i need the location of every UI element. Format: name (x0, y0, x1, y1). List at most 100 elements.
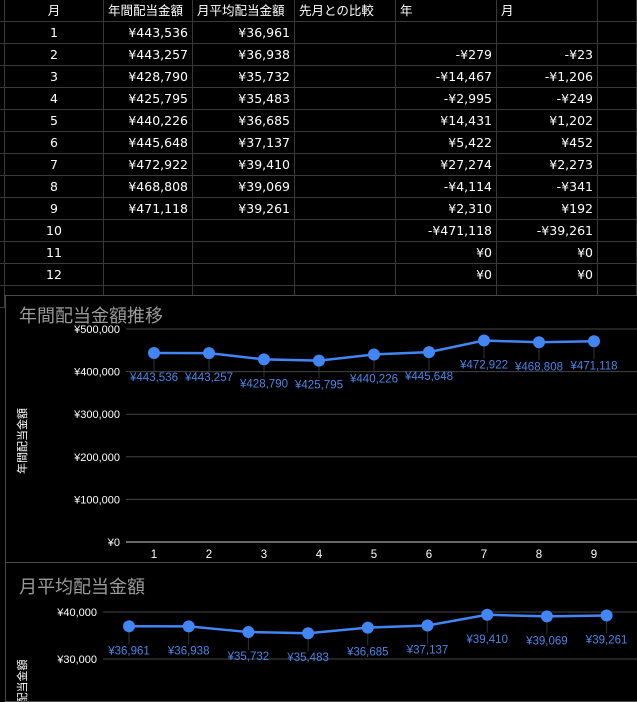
table-cell[interactable]: ¥36,938 (193, 44, 295, 66)
table-cell[interactable]: ¥0 (396, 264, 497, 286)
table-cell[interactable]: ¥27,274 (396, 154, 497, 176)
table-cell[interactable]: -¥1,206 (497, 66, 598, 88)
table-cell[interactable] (295, 154, 396, 176)
empty-cell[interactable] (598, 176, 637, 198)
table-cell[interactable]: -¥4,114 (396, 176, 497, 198)
table-cell[interactable] (295, 198, 396, 220)
table-cell[interactable]: ¥428,790 (104, 66, 193, 88)
table-cell[interactable]: 8 (5, 176, 104, 198)
table-cell[interactable] (295, 88, 396, 110)
header-cell[interactable]: 月 (497, 0, 598, 22)
table-cell[interactable] (104, 264, 193, 286)
table-cell[interactable]: -¥279 (396, 44, 497, 66)
y-tick-label: ¥300,000 (73, 409, 120, 421)
header-cell[interactable]: 年 (396, 0, 497, 22)
table-cell[interactable]: 10 (5, 220, 104, 242)
table-cell[interactable]: 3 (5, 66, 104, 88)
table-cell[interactable] (193, 242, 295, 264)
table-cell[interactable]: ¥452 (497, 132, 598, 154)
table-cell[interactable]: ¥0 (497, 242, 598, 264)
table-cell[interactable]: ¥14,431 (396, 110, 497, 132)
table-cell[interactable]: ¥443,536 (104, 22, 193, 44)
header-cell[interactable]: 年間配当金額 (104, 0, 193, 22)
table-cell[interactable]: ¥192 (497, 198, 598, 220)
table-cell[interactable]: 11 (5, 242, 104, 264)
table-cell[interactable]: 9 (5, 198, 104, 220)
data-point (362, 622, 374, 634)
table-cell[interactable]: ¥36,685 (193, 110, 295, 132)
table-cell[interactable]: 1 (5, 22, 104, 44)
table-cell[interactable]: ¥443,257 (104, 44, 193, 66)
table-cell[interactable]: -¥23 (497, 44, 598, 66)
table-cell[interactable]: 5 (5, 110, 104, 132)
table-cell[interactable]: ¥39,069 (193, 176, 295, 198)
table-cell[interactable]: ¥39,261 (193, 198, 295, 220)
table-cell[interactable]: -¥14,467 (396, 66, 497, 88)
data-label: ¥35,483 (286, 652, 329, 664)
table-cell[interactable]: -¥39,261 (497, 220, 598, 242)
table-cell[interactable]: 12 (5, 264, 104, 286)
table-cell[interactable]: 4 (5, 88, 104, 110)
empty-cell[interactable] (598, 88, 637, 110)
table-cell[interactable]: ¥35,732 (193, 66, 295, 88)
header-cell[interactable]: 月平均配当金額 (193, 0, 295, 22)
table-cell[interactable]: ¥0 (497, 264, 598, 286)
x-tick-label: 9 (591, 549, 597, 561)
table-cell[interactable] (193, 220, 295, 242)
table-cell[interactable]: -¥2,995 (396, 88, 497, 110)
header-cell[interactable]: 先月との比較 (295, 0, 396, 22)
table-cell[interactable] (396, 22, 497, 44)
table-cell[interactable]: 7 (5, 154, 104, 176)
empty-cell[interactable] (598, 198, 637, 220)
table-cell[interactable]: ¥39,410 (193, 154, 295, 176)
table-cell[interactable]: ¥5,422 (396, 132, 497, 154)
table-cell[interactable]: ¥35,483 (193, 88, 295, 110)
table-cell[interactable] (295, 44, 396, 66)
empty-cell[interactable] (598, 242, 637, 264)
table-cell[interactable] (295, 242, 396, 264)
table-cell[interactable] (295, 220, 396, 242)
table-cell[interactable]: -¥471,118 (396, 220, 497, 242)
table-cell[interactable]: 2 (5, 44, 104, 66)
table-cell[interactable]: ¥2,273 (497, 154, 598, 176)
table-cell[interactable]: -¥341 (497, 176, 598, 198)
empty-cell[interactable] (598, 22, 637, 44)
annual-dividend-chart[interactable]: 年間配当金額推移 ¥0¥100,000¥200,000¥300,000¥400,… (5, 295, 637, 563)
table-cell[interactable]: ¥425,795 (104, 88, 193, 110)
table-cell[interactable]: ¥440,226 (104, 110, 193, 132)
table-cell[interactable] (295, 264, 396, 286)
table-cell[interactable] (193, 264, 295, 286)
table-cell[interactable]: ¥445,648 (104, 132, 193, 154)
table-cell[interactable] (295, 22, 396, 44)
empty-cell[interactable] (598, 132, 637, 154)
table-cell[interactable] (104, 242, 193, 264)
header-cell[interactable]: 月 (5, 0, 104, 22)
table-cell[interactable]: -¥249 (497, 88, 598, 110)
empty-cell[interactable] (598, 66, 637, 88)
table-cell[interactable]: ¥37,137 (193, 132, 295, 154)
table-cell[interactable]: ¥1,202 (497, 110, 598, 132)
data-point (541, 610, 553, 622)
empty-cell[interactable] (598, 0, 637, 22)
table-cell[interactable] (497, 22, 598, 44)
table-cell[interactable]: ¥471,118 (104, 198, 193, 220)
empty-cell[interactable] (598, 44, 637, 66)
table-cell[interactable]: ¥2,310 (396, 198, 497, 220)
table-cell[interactable] (295, 176, 396, 198)
table-cell[interactable]: ¥0 (396, 242, 497, 264)
table-cell[interactable]: ¥468,808 (104, 176, 193, 198)
empty-cell[interactable] (598, 154, 637, 176)
table-cell[interactable] (104, 220, 193, 242)
empty-cell[interactable] (598, 264, 637, 286)
table-cell[interactable]: ¥472,922 (104, 154, 193, 176)
table-cell[interactable] (295, 132, 396, 154)
empty-cell[interactable] (598, 220, 637, 242)
empty-cell[interactable] (598, 110, 637, 132)
table-cell[interactable] (295, 110, 396, 132)
table-cell[interactable]: 6 (5, 132, 104, 154)
table-cell[interactable] (295, 66, 396, 88)
table-cell[interactable]: ¥36,961 (193, 22, 295, 44)
data-point (203, 347, 215, 359)
data-label: ¥39,069 (525, 635, 568, 647)
